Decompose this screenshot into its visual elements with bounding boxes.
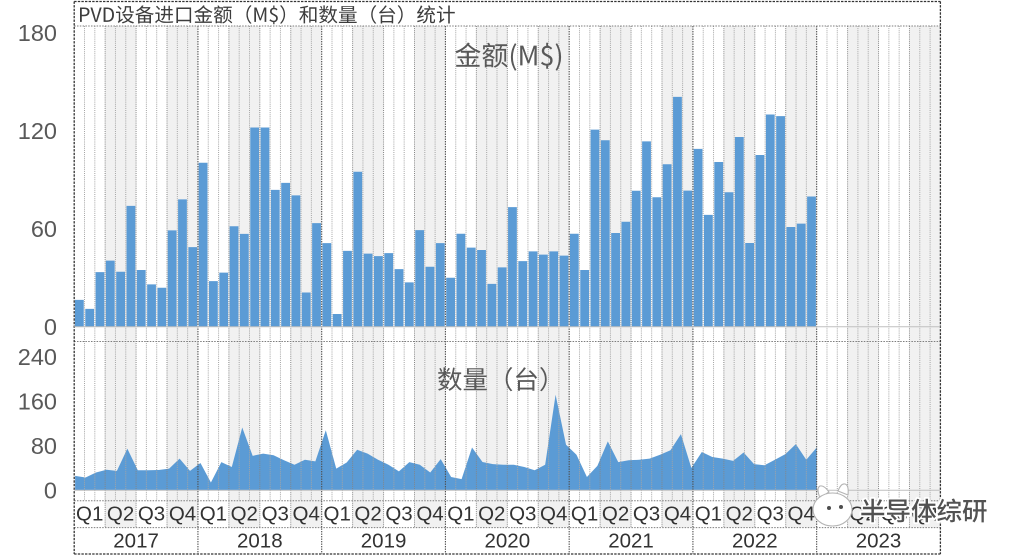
svg-text:Q1: Q1 xyxy=(324,503,351,526)
svg-text:Q3: Q3 xyxy=(757,503,784,526)
svg-text:2023: 2023 xyxy=(856,530,902,553)
svg-text:Q2: Q2 xyxy=(726,503,753,526)
svg-text:2019: 2019 xyxy=(361,530,407,553)
svg-text:Q2: Q2 xyxy=(231,503,258,526)
svg-text:2022: 2022 xyxy=(732,530,778,553)
svg-text:Q1: Q1 xyxy=(200,503,227,526)
svg-text:Q2: Q2 xyxy=(478,503,505,526)
svg-text:Q1: Q1 xyxy=(571,503,598,526)
svg-text:0: 0 xyxy=(44,477,57,503)
svg-text:240: 240 xyxy=(18,344,57,370)
svg-text:2021: 2021 xyxy=(608,530,654,553)
svg-text:Q4: Q4 xyxy=(416,503,443,526)
svg-text:80: 80 xyxy=(31,433,57,459)
svg-text:160: 160 xyxy=(18,388,57,414)
svg-text:Q4: Q4 xyxy=(540,503,567,526)
svg-text:180: 180 xyxy=(18,20,57,46)
svg-text:2020: 2020 xyxy=(484,530,530,553)
svg-text:Q2: Q2 xyxy=(107,503,134,526)
svg-text:Q3: Q3 xyxy=(509,503,536,526)
svg-text:Q4: Q4 xyxy=(169,503,196,526)
svg-text:Q2: Q2 xyxy=(602,503,629,526)
svg-text:60: 60 xyxy=(31,216,57,242)
svg-text:2018: 2018 xyxy=(237,530,283,553)
svg-text:Q3: Q3 xyxy=(633,503,660,526)
svg-text:Q3: Q3 xyxy=(385,503,412,526)
svg-text:Q4: Q4 xyxy=(664,503,691,526)
svg-text:Q4: Q4 xyxy=(788,503,815,526)
svg-text:Q1: Q1 xyxy=(76,503,103,526)
svg-text:Q3: Q3 xyxy=(138,503,165,526)
svg-text:Q2: Q2 xyxy=(354,503,381,526)
svg-text:0: 0 xyxy=(44,314,57,340)
svg-text:2017: 2017 xyxy=(113,530,159,553)
svg-text:Q1: Q1 xyxy=(695,503,722,526)
svg-text:Q3: Q3 xyxy=(262,503,289,526)
svg-text:Q4: Q4 xyxy=(293,503,320,526)
svg-text:Q1: Q1 xyxy=(447,503,474,526)
svg-text:120: 120 xyxy=(18,118,57,144)
